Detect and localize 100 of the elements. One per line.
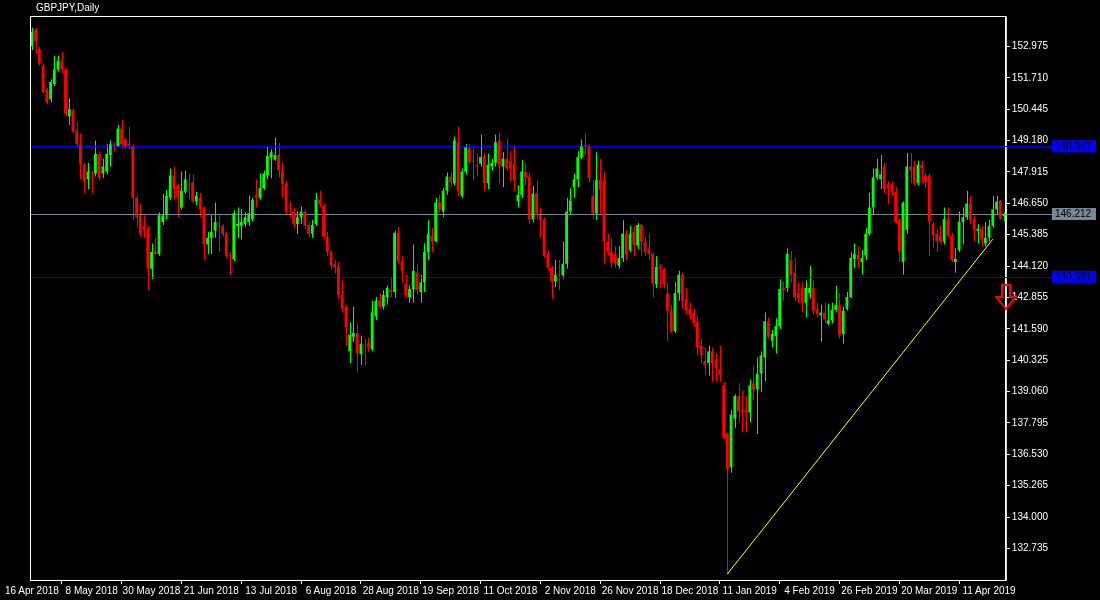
candlestick — [426, 219, 430, 261]
candlestick — [292, 206, 295, 229]
candlestick — [535, 179, 539, 220]
candlestick — [475, 153, 479, 177]
candlestick — [976, 223, 980, 244]
candlestick — [953, 247, 957, 274]
candlestick — [909, 152, 912, 184]
x-tick-label: 4 Feb 2019 — [784, 584, 836, 596]
y-tick-label: 149.180 — [1011, 134, 1049, 146]
candlestick — [808, 265, 811, 300]
candlestick — [639, 223, 643, 257]
candlestick — [781, 280, 785, 302]
ref-line-label: 146.212 — [1055, 208, 1092, 220]
candlestick — [553, 259, 557, 288]
chart-title: GBPJPY,Daily — [36, 2, 100, 13]
candlestick — [239, 208, 243, 240]
candlestick — [654, 255, 658, 289]
candlestick — [251, 197, 254, 222]
y-tick-label: 152.975 — [1011, 40, 1049, 52]
candlestick — [882, 162, 886, 194]
candlestick — [718, 345, 722, 383]
candlestick — [710, 346, 714, 383]
y-tick-label: 139.060 — [1011, 385, 1049, 397]
candlestick — [94, 140, 97, 177]
candlestick — [583, 133, 587, 156]
ref-line-label: 143.691 — [1055, 270, 1092, 282]
candlestick — [879, 154, 882, 190]
x-tick-label: 6 Aug 2018 — [305, 584, 357, 596]
x-tick-label: 26 Nov 2018 — [601, 584, 659, 596]
candlestick — [980, 225, 983, 247]
candlestick — [509, 150, 512, 182]
candlestick — [636, 222, 639, 250]
ref-line-label: 148.947 — [1055, 140, 1092, 152]
candlestick — [811, 279, 815, 315]
candlestick — [662, 267, 666, 289]
candlestick — [438, 194, 441, 214]
candlestick — [180, 171, 183, 210]
x-tick-label: 16 Apr 2018 — [4, 584, 60, 596]
candlestick — [348, 321, 352, 364]
candlestick — [823, 302, 826, 324]
candlestick — [826, 303, 830, 326]
x-tick-label: 18 Dec 2018 — [661, 584, 719, 596]
y-tick-label: 144.120 — [1011, 259, 1049, 271]
x-tick-label: 26 Feb 2019 — [841, 584, 898, 596]
y-tick-label: 141.590 — [1011, 322, 1049, 334]
x-tick-label: 19 Sep 2018 — [422, 584, 480, 596]
candlestick — [67, 98, 71, 126]
candlestick — [467, 143, 471, 165]
candlestick — [479, 134, 482, 168]
candlestick — [624, 229, 628, 261]
candlestick — [295, 210, 299, 235]
candlestick — [666, 281, 669, 342]
x-tick-label: 30 May 2018 — [122, 584, 181, 596]
candlestick — [632, 225, 636, 257]
candlestick — [968, 195, 972, 225]
y-tick-label: 150.445 — [1011, 102, 1049, 114]
candlestick — [920, 160, 924, 184]
candlestick — [752, 365, 755, 401]
x-tick-label: 8 May 2018 — [65, 584, 119, 596]
y-tick-label: 134.000 — [1011, 510, 1049, 522]
candlestick — [217, 214, 221, 253]
candlestick — [494, 134, 497, 168]
candlestick — [505, 138, 509, 172]
candlestick — [269, 148, 273, 179]
candlestick — [105, 143, 109, 175]
y-tick-label: 136.530 — [1011, 448, 1049, 459]
y-tick-label: 147.915 — [1011, 165, 1049, 177]
candlestick — [755, 356, 759, 435]
candlestick — [355, 322, 359, 373]
y-tick-label: 146.650 — [1011, 197, 1049, 209]
y-tick-label: 137.795 — [1011, 416, 1049, 428]
candlestick — [82, 162, 86, 194]
candlestick — [841, 306, 845, 345]
candlestick — [512, 145, 516, 192]
candlestick — [389, 275, 393, 298]
x-tick-label: 11 Oct 2018 — [483, 584, 538, 596]
candlestick — [359, 335, 363, 366]
y-tick-label: 140.325 — [1011, 353, 1049, 365]
x-tick-label: 28 Aug 2018 — [362, 584, 420, 596]
y-tick-label: 145.385 — [1011, 228, 1049, 240]
candlestick — [983, 221, 987, 247]
x-tick-label: 11 Apr 2019 — [962, 584, 1017, 596]
candlestick — [669, 304, 673, 334]
x-tick-label: 21 Jun 2018 — [183, 584, 240, 596]
candlestick — [707, 345, 711, 377]
y-tick-label: 132.735 — [1011, 542, 1049, 554]
candlestick — [404, 274, 408, 298]
candlestick — [150, 242, 153, 280]
y-tick-label: 135.265 — [1011, 479, 1049, 491]
candlestick — [856, 245, 860, 269]
candlestick — [804, 279, 808, 318]
candlestick — [610, 237, 613, 269]
candlestick — [591, 179, 595, 220]
candlestick — [613, 245, 617, 269]
x-tick-label: 20 Mar 2019 — [901, 584, 958, 596]
y-tick-label: 151.710 — [1011, 71, 1049, 83]
candlestick — [206, 231, 209, 255]
candlestick — [998, 199, 1002, 220]
candlestick — [97, 150, 101, 181]
x-tick-label: 13 Jul 2018 — [245, 584, 298, 596]
